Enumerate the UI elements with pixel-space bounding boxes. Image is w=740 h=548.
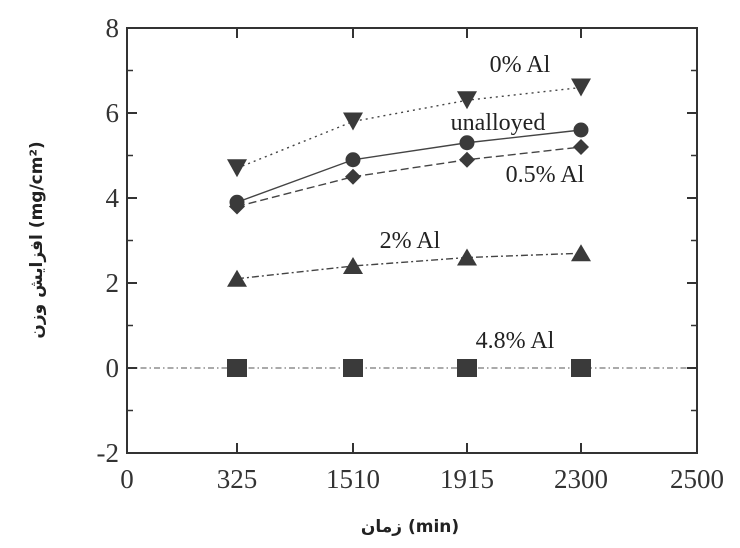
x-tick-label: 0 xyxy=(120,464,134,494)
x-tick-label: 2500 xyxy=(670,464,724,494)
x-tick-label: 1510 xyxy=(326,464,380,494)
x-tick-label: 325 xyxy=(217,464,258,494)
series-line xyxy=(236,129,582,203)
y-tick-label: -2 xyxy=(97,438,120,468)
y-tick-label: 6 xyxy=(106,98,120,128)
data-point xyxy=(459,135,475,151)
series-3: 2% Al xyxy=(227,228,591,287)
data-point xyxy=(571,244,591,262)
series-label: 2% Al xyxy=(380,228,441,254)
x-axis-title: زمان (min) xyxy=(361,517,459,537)
data-point xyxy=(573,139,589,155)
series-line xyxy=(236,252,582,280)
series-label: 0.5% Al xyxy=(506,162,585,188)
data-point xyxy=(227,159,247,178)
series-0: 0% Al xyxy=(227,52,591,178)
series-2: 0.5% Al xyxy=(229,139,589,215)
data-point xyxy=(227,359,247,377)
data-point xyxy=(345,152,361,168)
y-axis-title: افزایش وزن (mg/cm²) xyxy=(27,141,47,338)
data-point xyxy=(457,359,477,377)
x-tick-label: 2300 xyxy=(554,464,608,494)
series-label: 4.8% Al xyxy=(476,328,555,354)
data-point xyxy=(343,112,363,131)
data-point xyxy=(343,359,363,377)
data-point xyxy=(571,78,591,97)
data-point xyxy=(457,91,477,110)
y-tick-label: 8 xyxy=(106,13,120,43)
y-tick-label: 4 xyxy=(106,183,120,213)
series-label: 0% Al xyxy=(490,52,551,78)
data-point xyxy=(343,257,363,274)
data-point xyxy=(229,198,245,215)
y-tick-label: 2 xyxy=(106,268,120,298)
data-point xyxy=(571,359,591,377)
data-point xyxy=(573,122,589,138)
series-4: 4.8% Al xyxy=(227,328,591,377)
data-point xyxy=(459,151,475,168)
series-label: unalloyed xyxy=(451,110,546,136)
data-point xyxy=(457,248,477,266)
series-1: unalloyed xyxy=(229,110,589,210)
series-line xyxy=(236,146,582,208)
y-tick-label: 0 xyxy=(106,353,120,383)
x-tick-label: 1915 xyxy=(440,464,494,494)
data-point xyxy=(227,269,247,287)
series-group: 0% Al unalloyed 0.5% Al 2% Al 4.8% Al xyxy=(227,52,591,377)
data-point xyxy=(345,168,361,185)
